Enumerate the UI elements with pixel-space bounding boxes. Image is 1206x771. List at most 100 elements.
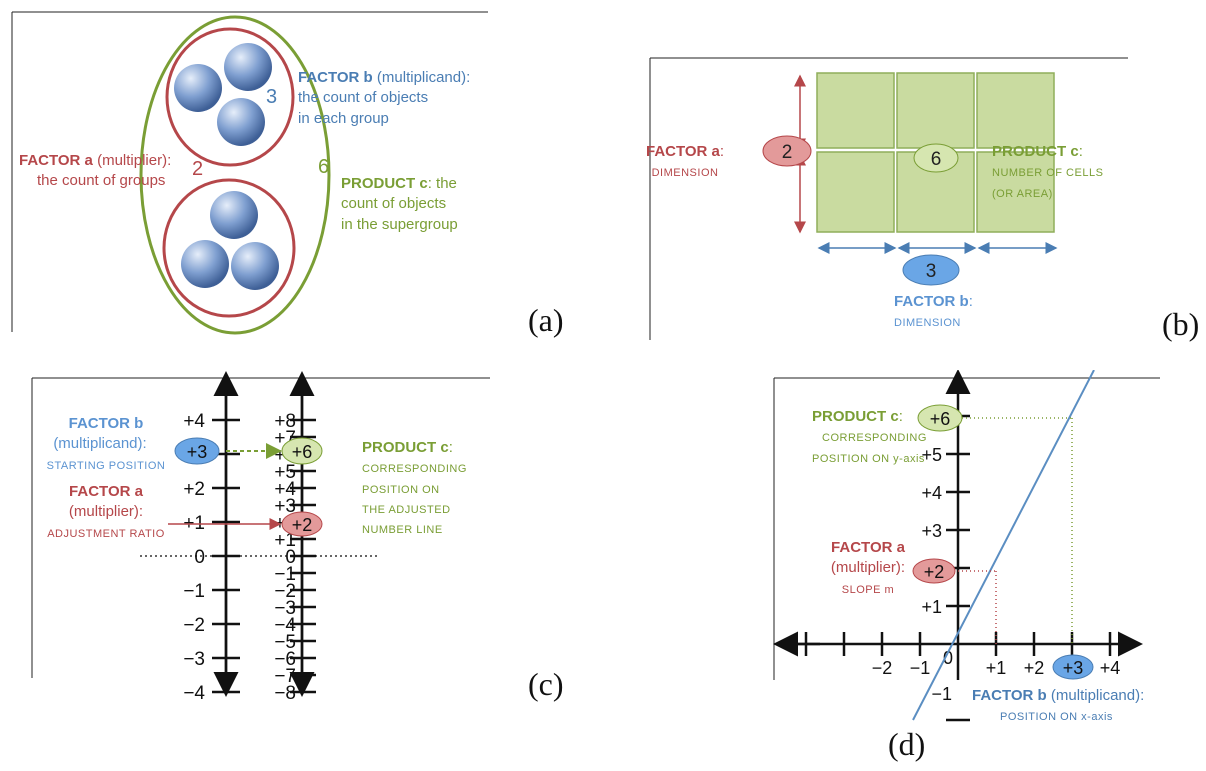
right-tick-label: −4: [274, 615, 296, 636]
right-tick-label: −6: [274, 649, 296, 670]
object-ball: [231, 242, 279, 290]
product-sub2: POSITION ON: [362, 483, 440, 496]
factor-a-bubble-text: +2: [292, 515, 313, 535]
factor-a-title: FACTOR a: [831, 539, 905, 556]
caption-c: (c): [528, 666, 564, 702]
left-tick-label: −1: [183, 581, 205, 602]
product-sub3: THE ADJUSTED: [362, 503, 451, 516]
product-title: PRODUCT c: [362, 439, 449, 456]
right-tick-label: −1: [274, 564, 296, 585]
factor-a-bubble: [281, 511, 323, 537]
product-sub4: NUMBER LINE: [362, 524, 443, 536]
product-bubble-text: 6: [931, 149, 942, 170]
product-bubble-text: +6: [292, 442, 313, 462]
factor-b-label: FACTOR b: DIMENSION: [894, 292, 973, 333]
factor-a-line2: (multiplier):: [830, 559, 906, 577]
group-ellipse-top: [165, 27, 295, 167]
product-sub1: NUMBER OF CELLS: [992, 167, 1104, 180]
factor-a-label: FACTOR a (multiplier): ADJUSTMENT RATIO: [46, 482, 166, 543]
y-tick-label: +4: [921, 483, 942, 503]
product-label: PRODUCT c: NUMBER OF CELLS (OR AREA): [992, 142, 1103, 203]
product-bubble: [913, 143, 959, 173]
right-tick-label: 0: [285, 547, 296, 568]
factor-b-rest: (multiplicand):: [372, 69, 471, 86]
factor-b-bubble: [174, 437, 220, 465]
factor-b-line3: in each group: [298, 109, 389, 127]
product-label: PRODUCT c: CORRESPONDING POSITION ON y-a…: [812, 407, 927, 468]
slope-line: [912, 370, 1095, 721]
product-sub2: (OR AREA): [992, 187, 1053, 200]
factor-a-bubble-text: +2: [924, 562, 945, 582]
factor-a-title: FACTOR a: [69, 483, 143, 500]
factor-a-line2: (multiplier):: [68, 503, 144, 521]
product-rest: : the: [427, 175, 457, 192]
caption-d: (d): [888, 726, 926, 762]
factor-a-sub: DIMENSION: [651, 167, 719, 180]
panel-b-graphic: 2 6 3: [649, 57, 1128, 340]
product-title: PRODUCT c: [341, 175, 428, 192]
count-b-number: 3: [266, 86, 278, 108]
x-tick-label: +1: [986, 658, 1007, 678]
product-bubble: [917, 404, 963, 432]
factor-b-colon: :: [968, 293, 973, 310]
right-tick-label: −7: [274, 666, 296, 687]
y-tick-label: +5: [921, 445, 942, 465]
panel-d-graphic: +5 +4 +3 +1 −1 −2 −2 −1 +1 +2 +4 0 +6 +2 +3: [773, 370, 1160, 730]
panel-a-graphic: [11, 11, 488, 335]
factor-a-sub: SLOPE m: [841, 583, 895, 596]
product-sub1: CORRESPONDING: [822, 432, 927, 445]
factor-a-label: FACTOR a (multiplier): the count of grou…: [19, 151, 171, 192]
product-sub2: POSITION ON y-axis: [812, 452, 925, 465]
product-label: PRODUCT c: the count of objects in the s…: [341, 174, 458, 235]
object-ball: [210, 191, 258, 239]
caption-a: (a): [528, 302, 564, 338]
product-title: PRODUCT c: [992, 143, 1079, 160]
product-bubble-text: +6: [930, 409, 951, 429]
grid-cell: [976, 151, 1055, 233]
right-tick-label: +5: [274, 462, 296, 483]
factor-b-bubble-text: 3: [926, 261, 937, 282]
grid-cell: [896, 72, 975, 149]
factor-a-bubble-text: 2: [782, 142, 793, 163]
right-tick-label: −2: [274, 581, 296, 602]
origin-label: 0: [943, 648, 953, 668]
product-bubble: [281, 437, 323, 465]
factor-a-line2: the count of groups: [37, 172, 166, 190]
right-tick-label: +4: [274, 479, 296, 500]
y-tick-label: +3: [921, 521, 942, 541]
factor-b-line2: (multiplicand):: [53, 435, 147, 453]
panel-d: +5 +4 +3 +1 −1 −2 −2 −1 +1 +2 +4 0 +6 +2 +3 PRODUC…: [760, 370, 1206, 771]
object-ball: [174, 64, 222, 112]
factor-a-rest: (multiplier):: [92, 152, 172, 169]
right-tick-label: −3: [274, 598, 296, 619]
left-tick-label: 0: [194, 547, 205, 568]
left-tick-label: −4: [183, 683, 205, 704]
x-tick-label: +2: [1024, 658, 1045, 678]
left-tick-label: +4: [183, 411, 205, 432]
grid-cell: [976, 72, 1055, 149]
caption-b: (b): [1162, 306, 1200, 342]
product-colon: :: [1078, 143, 1083, 160]
factor-a-title: FACTOR a: [19, 152, 93, 169]
y-tick-label: +1: [921, 597, 942, 617]
group-ellipse-bottom: [162, 178, 296, 318]
factor-b-title: FACTOR b: [972, 687, 1047, 704]
factor-b-sub: POSITION ON x-axis: [1000, 711, 1113, 724]
x-tick-label: −1: [910, 658, 931, 678]
factor-b-title: FACTOR b: [68, 415, 144, 432]
object-ball: [224, 43, 272, 91]
factor-b-sub: DIMENSION: [894, 317, 961, 330]
factor-b-bubble-text: +3: [1063, 658, 1084, 678]
panel-c-graphic: +4+3+2+10−1−2−3−4 +8+7+6+5+4+3+2+10−1−2−…: [31, 371, 490, 704]
x-tick-label: −2: [872, 658, 893, 678]
product-colon: :: [898, 408, 903, 425]
right-tick-label: +8: [274, 411, 296, 432]
supergroup-ellipse: [139, 15, 331, 335]
right-tick-label: −8: [274, 683, 296, 704]
left-tick-label: +2: [183, 479, 205, 500]
factor-b-bubble: [1052, 654, 1094, 680]
product-label: PRODUCT c: CORRESPONDING POSITION ON THE…: [362, 438, 467, 539]
factor-a-label: FACTOR a: DIMENSION: [646, 142, 724, 183]
factor-a-label: FACTOR a (multiplier): SLOPE m: [820, 538, 916, 599]
grid-cell: [816, 151, 895, 233]
